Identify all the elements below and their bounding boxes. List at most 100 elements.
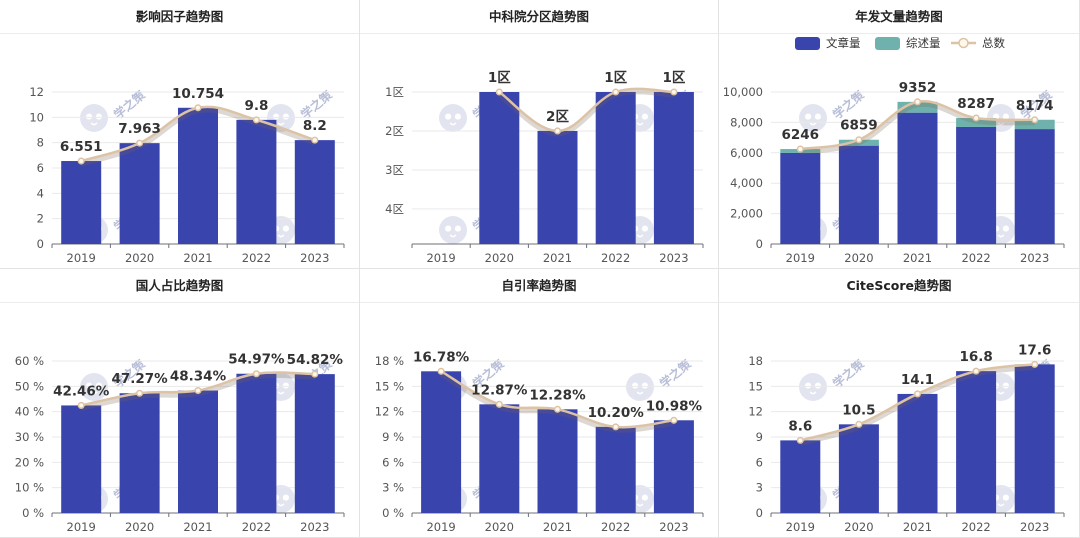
x-tick-label: 2023 [1020,251,1049,265]
y-tick-label: 12 [748,405,763,419]
y-tick-label: 3 % [382,481,404,495]
y-tick-label: 12 % [375,405,404,419]
data-label: 42.46% [53,383,110,399]
article-bar [780,152,821,244]
bar [537,130,578,244]
bar [236,373,277,513]
annual-articles-panel: 年发文量趋势图 学之策学之策学之策学之策02,0004,0006,0008,00… [719,0,1080,269]
citescore-panel: CiteScore趋势图 学之策学之策学之策学之策036912151820192… [719,269,1080,538]
data-label: 7.963 [118,121,161,137]
x-tick-label: 2022 [242,251,271,265]
trend-point [1031,116,1039,124]
chart-title: 年发文量趋势图 [855,9,943,24]
bar [897,393,938,513]
y-tick-label: 10 % [15,481,44,495]
review-bar [956,118,997,127]
data-label: 6859 [840,118,878,134]
x-tick-label: 2023 [300,520,329,534]
self-citation-chart: 学之策学之策学之策学之策0 %3 %6 %9 %12 %15 %18 %2019… [375,349,704,534]
bars [421,371,694,513]
y-tick-label: 8 [37,136,44,150]
chart-title: 自引率趋势图 [501,278,577,293]
x-tick-label: 2020 [485,520,514,534]
y-tick-label: 0 [37,237,44,251]
panel-header: 影响因子趋势图 [0,0,359,34]
bar [61,161,102,244]
legend-marker-total [958,37,969,49]
domestic-share-panel: 国人占比趋势图 学之策学之策学之策学之策0 %10 %20 %30 %40 %5… [0,269,360,538]
x-axis: 2019 2020 2021 2022 2023 [51,243,345,265]
data-label: 10.20% [588,405,645,421]
trend-point [495,400,503,408]
trend-point [194,386,202,395]
trend-point [77,157,85,165]
data-label: 54.82% [287,352,344,368]
panel-header: 中科院分区趋势图 [360,0,718,34]
y-tick-label: 6 % [382,455,404,469]
x-tick-label: 2023 [300,251,329,265]
data-labels: 6.551 7.963 10.754 9.8 8.2 [60,86,327,155]
y-tick-label: 20 % [15,455,44,469]
trend-point [913,390,922,398]
cas-zone-panel: 中科院分区趋势图 学之策学之策学之策学之策1区2区3区4区20192020202… [360,0,719,269]
chart-title: 影响因子趋势图 [135,9,224,24]
data-label: 14.1 [901,372,934,388]
y-tick-label: 40 % [15,405,44,419]
panel-header: 年发文量趋势图 [719,0,1079,34]
x-tick-label: 2021 [543,251,572,265]
data-label: 8174 [1016,98,1054,114]
bar [294,374,335,513]
y-tick-label: 6 [756,455,763,469]
y-tick-label: 6 [37,161,44,175]
y-tick-label: 2,000 [730,207,763,221]
y-tick-label: 10,000 [723,85,763,99]
data-labels: 6246 6859 9352 8287 8174 [782,80,1054,143]
data-label: 48.34% [170,369,227,385]
panel-header: CiteScore趋势图 [719,269,1079,303]
y-tick-label: 15 % [375,379,404,393]
panel-header: 国人占比趋势图 [0,269,359,303]
legend-label-articles: 文章量 [826,36,861,50]
trend-point [437,367,445,375]
trend-point [796,436,804,444]
data-label: 16.8 [959,349,992,365]
x-tick-label: 2023 [1020,520,1049,534]
bar [595,426,636,513]
x-tick-label: 2023 [659,520,688,534]
bar [236,119,277,244]
trend-point [972,367,980,375]
y-tick-label: 4 [37,186,44,200]
owl-logo-icon [439,216,467,244]
bar [421,371,462,513]
legend-swatch-reviews [875,37,900,50]
y-tick-label: 3区 [385,163,404,177]
review-bar [897,101,938,113]
y-tick-label: 6,000 [730,146,763,160]
owl-logo-icon [439,104,467,132]
legend: 文章量 综述量 总数 [795,36,1005,50]
x-axis: 2019 2020 2021 2022 2023 [770,243,1065,265]
y-tick-label: 10 [29,110,44,124]
data-label: 6.551 [60,139,103,155]
bar [178,390,218,513]
trend-point [553,405,562,413]
x-axis: 2019 2020 2021 2022 2023 [411,243,704,265]
owl-logo-icon [626,373,654,401]
chart-title: 国人占比趋势图 [135,278,224,293]
x-tick-label: 2019 [426,251,455,265]
review-bar [1014,119,1055,130]
x-tick-label: 2020 [844,520,873,534]
bars [780,101,1055,244]
data-label: 9.8 [244,98,268,114]
y-tick-label: 9 % [382,430,404,444]
trend-point [252,116,260,124]
panel-header: 自引率趋势图 [360,269,718,303]
data-label: 1区 [604,70,627,86]
data-labels: 16.78% 12.87% 12.28%10.20% 10.98% [413,349,703,421]
data-label: 16.78% [413,349,470,365]
data-label: 12.28% [529,387,586,403]
trend-point [311,136,319,144]
data-label: 2区 [546,109,569,125]
x-tick-label: 2022 [961,251,990,265]
